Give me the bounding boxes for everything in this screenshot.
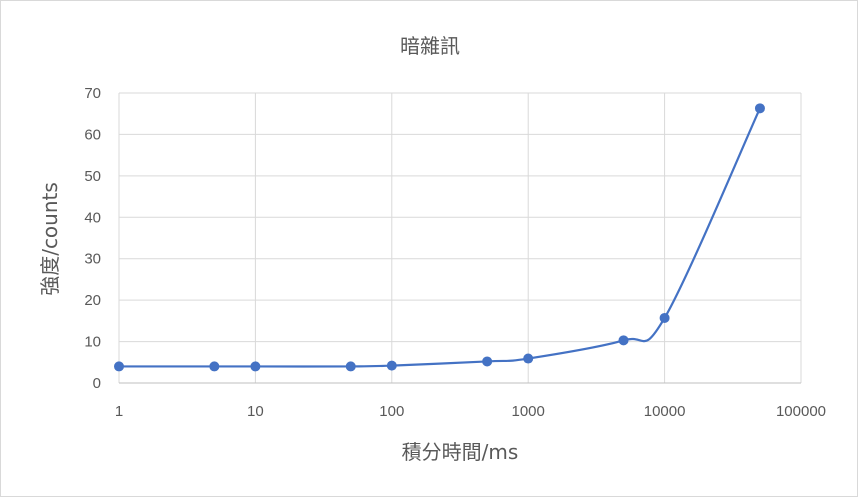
y-tick-label: 0	[93, 375, 101, 392]
series-layer	[114, 103, 765, 372]
x-tick-label: 100	[379, 403, 404, 420]
data-point	[209, 361, 220, 372]
y-tick-label: 50	[84, 168, 101, 185]
gridlines	[118, 92, 802, 383]
x-tick-label: 10000	[644, 403, 686, 420]
y-tick-label: 20	[84, 292, 101, 309]
y-tick-label: 40	[84, 209, 101, 226]
x-tick-label: 10	[247, 403, 264, 420]
data-point	[618, 335, 629, 346]
data-point	[250, 361, 261, 372]
data-point	[659, 312, 670, 323]
tick-labels: 0 10 20 30 40 50 60 70 1 10 100 1000 10000 100000	[84, 85, 826, 420]
x-tick-label: 1	[115, 403, 123, 420]
y-tick-label: 60	[84, 126, 101, 143]
x-tick-label: 1000	[512, 403, 545, 420]
data-point	[523, 353, 534, 364]
data-point	[482, 356, 493, 367]
data-point	[114, 361, 124, 372]
data-point	[345, 361, 356, 372]
y-axis-label: 強度/counts	[38, 182, 62, 296]
x-tick-label: 100000	[776, 403, 826, 420]
data-point	[386, 360, 397, 371]
series-line	[118, 107, 761, 368]
x-axis-label: 積分時間/ms	[402, 440, 519, 464]
chart-title: 暗雜訊	[400, 34, 460, 58]
y-tick-label: 30	[84, 251, 101, 268]
y-tick-label: 10	[84, 334, 101, 351]
y-tick-label: 70	[84, 85, 101, 102]
data-point	[754, 103, 765, 114]
